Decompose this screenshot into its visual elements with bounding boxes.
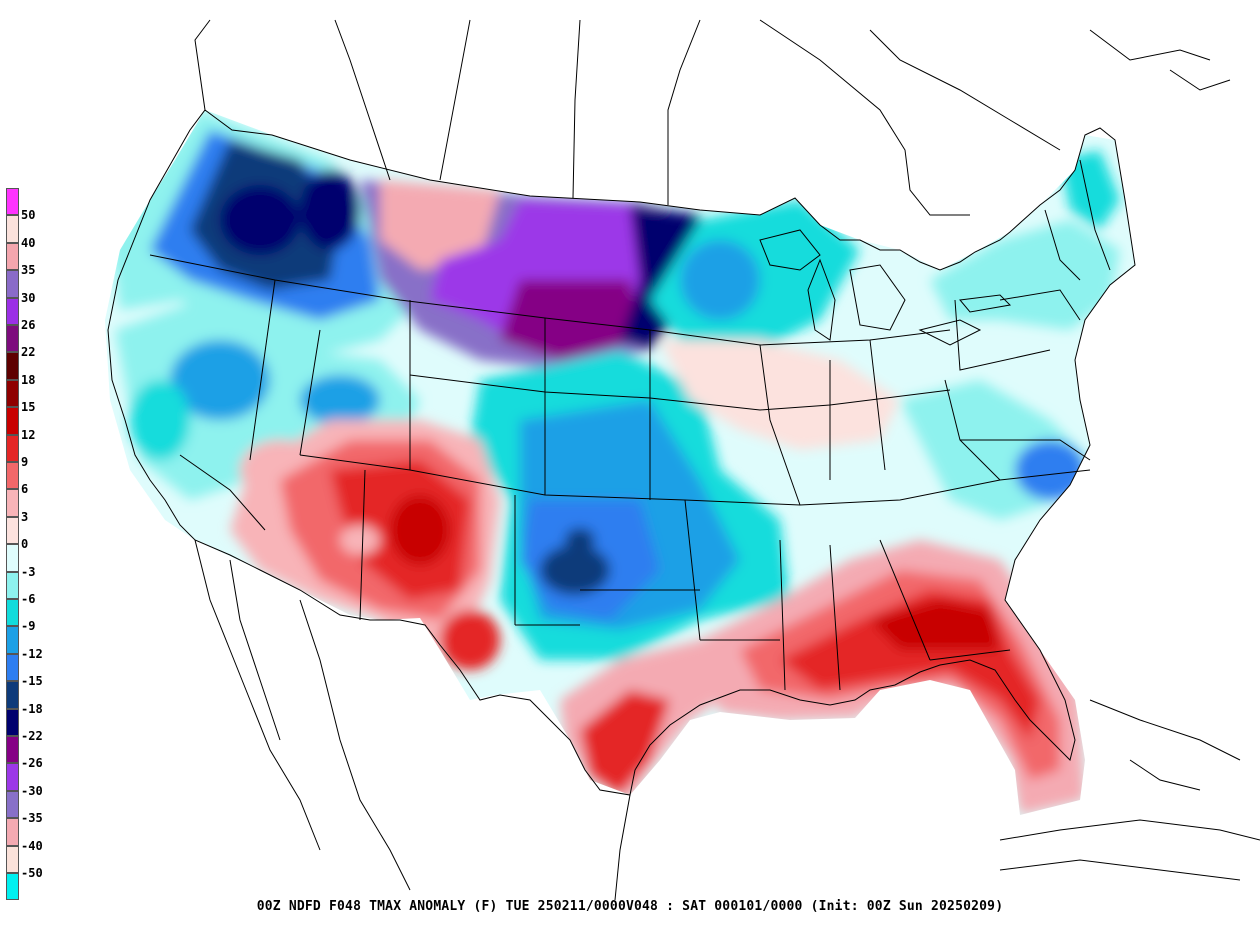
legend-swatch xyxy=(6,352,19,380)
legend-label: 9 xyxy=(21,455,29,469)
legend-label: 18 xyxy=(21,372,36,387)
legend-swatch xyxy=(6,544,19,572)
legend-swatch xyxy=(6,681,19,709)
legend-label: 50 xyxy=(21,208,36,223)
legend-label: 12 xyxy=(21,427,36,442)
legend-swatch xyxy=(6,188,19,216)
legend-label: 15 xyxy=(21,400,36,415)
legend-label: -22 xyxy=(21,729,43,743)
legend-label: 6 xyxy=(21,482,29,497)
color-legend: 50 40 35 30 26 22 18 15 12 9 6 3 0 -3 -6 -9 -12 -15 -18 -22… xyxy=(6,188,76,901)
legend-swatch xyxy=(6,763,19,791)
legend-label: -26 xyxy=(21,756,43,771)
legend-swatch xyxy=(6,215,19,243)
legend-swatch xyxy=(6,599,19,627)
legend-swatch xyxy=(6,270,19,298)
legend-swatch xyxy=(6,434,19,462)
legend-label: -9 xyxy=(21,619,36,634)
legend-label: 26 xyxy=(21,318,36,332)
legend-label: 0 xyxy=(21,537,29,552)
legend-swatch xyxy=(6,818,19,846)
legend-swatch xyxy=(6,653,19,682)
legend-swatch xyxy=(6,325,19,353)
legend-swatch xyxy=(6,708,19,736)
legend-label: -50 xyxy=(21,866,43,880)
legend-label: 40 xyxy=(21,235,36,250)
legend-label: -40 xyxy=(21,838,43,853)
legend-swatch xyxy=(6,379,19,408)
legend-label: 30 xyxy=(21,290,36,305)
legend-label: -30 xyxy=(21,783,43,798)
legend-swatch xyxy=(6,489,19,517)
legend-swatch xyxy=(6,242,19,271)
geography-lines xyxy=(107,19,1260,901)
legend-label: -12 xyxy=(21,646,43,661)
legend-swatch xyxy=(6,845,19,873)
legend-swatch xyxy=(6,626,19,654)
legend-swatch xyxy=(6,736,19,764)
legend-label: -35 xyxy=(21,811,43,826)
legend-swatch xyxy=(6,462,19,490)
legend-label: 35 xyxy=(21,263,36,278)
legend-swatch xyxy=(6,790,19,819)
legend-swatch xyxy=(6,407,19,435)
legend-swatch xyxy=(6,873,19,901)
legend-label: -6 xyxy=(21,592,36,606)
legend-swatch xyxy=(6,516,19,545)
legend-label: 3 xyxy=(21,509,29,524)
conus-outline xyxy=(107,109,1136,796)
legend-swatch xyxy=(6,571,19,599)
legend-label: 22 xyxy=(21,345,36,360)
legend-label: -18 xyxy=(21,701,43,716)
map-caption: 00Z NDFD F048 TMAX ANOMALY (F) TUE 25021… xyxy=(256,899,1004,914)
legend-swatch xyxy=(6,297,19,325)
legend-label: -3 xyxy=(21,564,36,579)
legend-label: -15 xyxy=(21,674,43,689)
